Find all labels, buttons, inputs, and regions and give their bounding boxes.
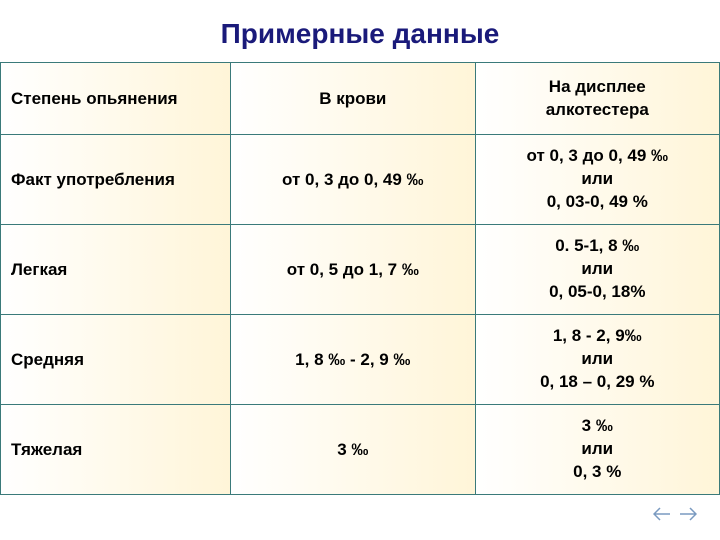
header-col1: Степень опьянения (1, 63, 230, 134)
table-row: Средняя 1, 8 ‰ - 2, 9 ‰ 1, 8 - 2, 9‰ или… (1, 315, 720, 405)
table-row: Легкая от 0, 5 до 1, 7 ‰ 0. 5-1, 8 ‰ или… (1, 225, 720, 315)
row-blood: от 0, 3 до 0, 49 ‰ (231, 135, 474, 224)
row-display-l1: 3 ‰ (582, 415, 613, 438)
table-header-row: Степень опьянения В крови На дисплее алк… (1, 63, 720, 135)
prev-arrow-icon[interactable] (652, 506, 672, 522)
header-col3: На дисплее алкотестера (476, 63, 719, 134)
row-display: 1, 8 - 2, 9‰ или 0, 18 – 0, 29 % (476, 315, 719, 404)
row-label: Факт употребления (1, 135, 230, 224)
data-table: Степень опьянения В крови На дисплее алк… (0, 62, 720, 495)
row-blood: 1, 8 ‰ - 2, 9 ‰ (231, 315, 474, 404)
header-col3-line1: На дисплее (549, 76, 646, 99)
header-col3-line2: алкотестера (546, 99, 649, 122)
row-display-l3: 0, 03-0, 49 % (547, 191, 648, 214)
row-display-l3: 0, 3 % (573, 461, 621, 484)
table-row: Факт употребления от 0, 3 до 0, 49 ‰ от … (1, 135, 720, 225)
header-col2: В крови (231, 63, 474, 134)
row-display: от 0, 3 до 0, 49 ‰ или 0, 03-0, 49 % (476, 135, 719, 224)
row-label: Средняя (1, 315, 230, 404)
row-display-l1: 0. 5-1, 8 ‰ (555, 235, 639, 258)
next-arrow-icon[interactable] (678, 506, 698, 522)
row-display: 3 ‰ или 0, 3 % (476, 405, 719, 494)
row-display-l2: или (581, 438, 613, 461)
page-title: Примерные данные (0, 0, 720, 62)
row-blood: 3 ‰ (231, 405, 474, 494)
row-display-l2: или (581, 168, 613, 191)
row-display-l3: 0, 05-0, 18% (549, 281, 645, 304)
nav-arrows (652, 506, 698, 522)
row-display: 0. 5-1, 8 ‰ или 0, 05-0, 18% (476, 225, 719, 314)
row-display-l2: или (581, 258, 613, 281)
row-display-l1: от 0, 3 до 0, 49 ‰ (527, 145, 669, 168)
row-label: Тяжелая (1, 405, 230, 494)
row-label: Легкая (1, 225, 230, 314)
row-display-l2: или (581, 348, 613, 371)
row-blood: от 0, 5 до 1, 7 ‰ (231, 225, 474, 314)
row-display-l1: 1, 8 - 2, 9‰ (553, 325, 642, 348)
table-row: Тяжелая 3 ‰ 3 ‰ или 0, 3 % (1, 405, 720, 495)
row-display-l3: 0, 18 – 0, 29 % (540, 371, 654, 394)
